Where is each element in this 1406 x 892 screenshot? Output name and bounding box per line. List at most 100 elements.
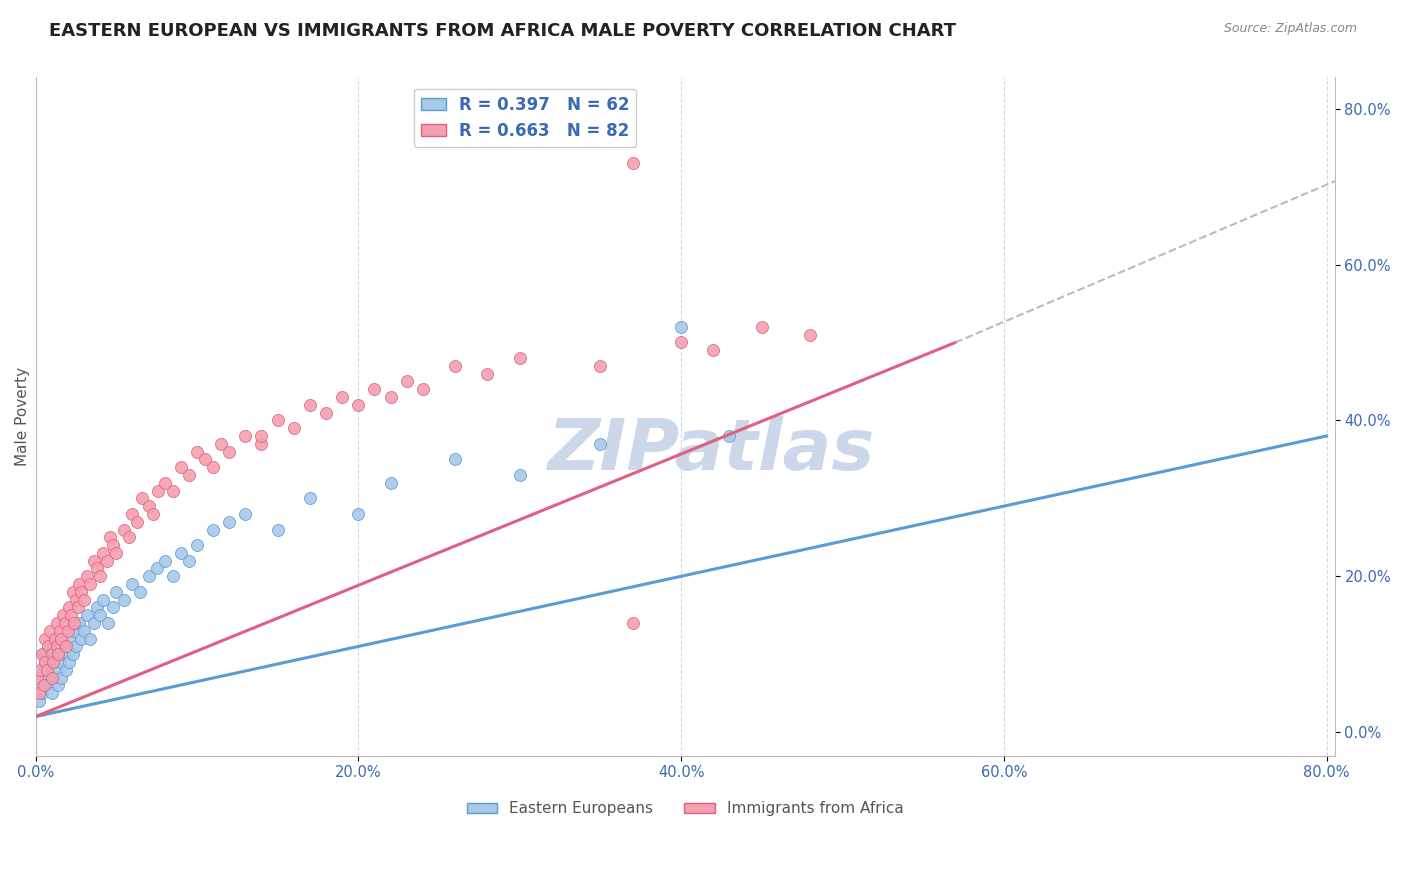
Point xyxy=(105,546,128,560)
Point xyxy=(34,655,56,669)
Point xyxy=(63,624,86,638)
Point xyxy=(56,624,79,638)
Point xyxy=(170,546,193,560)
Point xyxy=(250,429,273,443)
Point xyxy=(97,615,120,630)
Point xyxy=(218,444,240,458)
Point xyxy=(31,686,53,700)
Point xyxy=(89,608,111,623)
Point xyxy=(58,655,80,669)
Point xyxy=(46,647,69,661)
Point xyxy=(79,632,101,646)
Point xyxy=(53,640,76,654)
Point xyxy=(60,608,83,623)
Point xyxy=(76,569,98,583)
Point xyxy=(32,663,55,677)
Point xyxy=(186,538,208,552)
Point xyxy=(73,624,96,638)
Point xyxy=(177,554,200,568)
Point xyxy=(52,608,75,623)
Point xyxy=(177,467,200,482)
Point xyxy=(202,523,225,537)
Point xyxy=(298,398,321,412)
Text: Source: ZipAtlas.com: Source: ZipAtlas.com xyxy=(1223,22,1357,36)
Point xyxy=(283,421,305,435)
Point xyxy=(55,663,77,677)
Point xyxy=(145,561,167,575)
Point xyxy=(91,592,114,607)
Point xyxy=(669,319,692,334)
Point xyxy=(32,647,55,661)
Point xyxy=(266,523,288,537)
Point xyxy=(73,592,96,607)
Point xyxy=(86,600,108,615)
Point xyxy=(702,343,724,358)
Point xyxy=(58,600,80,615)
Point xyxy=(96,554,118,568)
Point xyxy=(170,460,193,475)
Point xyxy=(69,632,91,646)
Point xyxy=(49,655,72,669)
Point xyxy=(138,499,160,513)
Point xyxy=(347,507,370,521)
Point xyxy=(28,694,51,708)
Point xyxy=(55,640,77,654)
Point xyxy=(53,615,76,630)
Point xyxy=(138,569,160,583)
Point xyxy=(444,359,467,373)
Point xyxy=(380,475,402,490)
Point xyxy=(589,359,612,373)
Point xyxy=(799,327,821,342)
Point xyxy=(412,382,434,396)
Point xyxy=(34,655,56,669)
Point xyxy=(83,615,105,630)
Point xyxy=(235,429,257,443)
Point xyxy=(62,647,84,661)
Point xyxy=(41,655,63,669)
Point xyxy=(41,686,63,700)
Point xyxy=(89,569,111,583)
Point xyxy=(298,491,321,506)
Point xyxy=(194,452,217,467)
Point xyxy=(380,390,402,404)
Point xyxy=(86,561,108,575)
Point xyxy=(49,624,72,638)
Point xyxy=(112,523,135,537)
Point xyxy=(28,686,51,700)
Point xyxy=(127,515,149,529)
Point xyxy=(45,663,67,677)
Point xyxy=(49,632,72,646)
Point xyxy=(34,632,56,646)
Point xyxy=(32,678,55,692)
Point xyxy=(121,507,143,521)
Point xyxy=(83,554,105,568)
Point xyxy=(56,647,79,661)
Point xyxy=(63,615,86,630)
Point xyxy=(51,671,73,685)
Point xyxy=(621,615,644,630)
Point xyxy=(41,647,63,661)
Point xyxy=(589,437,612,451)
Point xyxy=(131,491,153,506)
Point xyxy=(98,530,121,544)
Point xyxy=(67,615,90,630)
Point xyxy=(35,663,58,677)
Point xyxy=(162,569,184,583)
Y-axis label: Male Poverty: Male Poverty xyxy=(15,367,30,466)
Point xyxy=(67,577,90,591)
Point xyxy=(509,467,531,482)
Point xyxy=(186,444,208,458)
Point xyxy=(41,671,63,685)
Point xyxy=(129,585,152,599)
Point xyxy=(112,592,135,607)
Text: EASTERN EUROPEAN VS IMMIGRANTS FROM AFRICA MALE POVERTY CORRELATION CHART: EASTERN EUROPEAN VS IMMIGRANTS FROM AFRI… xyxy=(49,22,956,40)
Point xyxy=(148,483,170,498)
Point xyxy=(266,413,288,427)
Point xyxy=(65,640,87,654)
Point xyxy=(669,335,692,350)
Point xyxy=(718,429,741,443)
Point xyxy=(76,608,98,623)
Point xyxy=(395,375,418,389)
Point xyxy=(25,671,48,685)
Point xyxy=(51,632,73,646)
